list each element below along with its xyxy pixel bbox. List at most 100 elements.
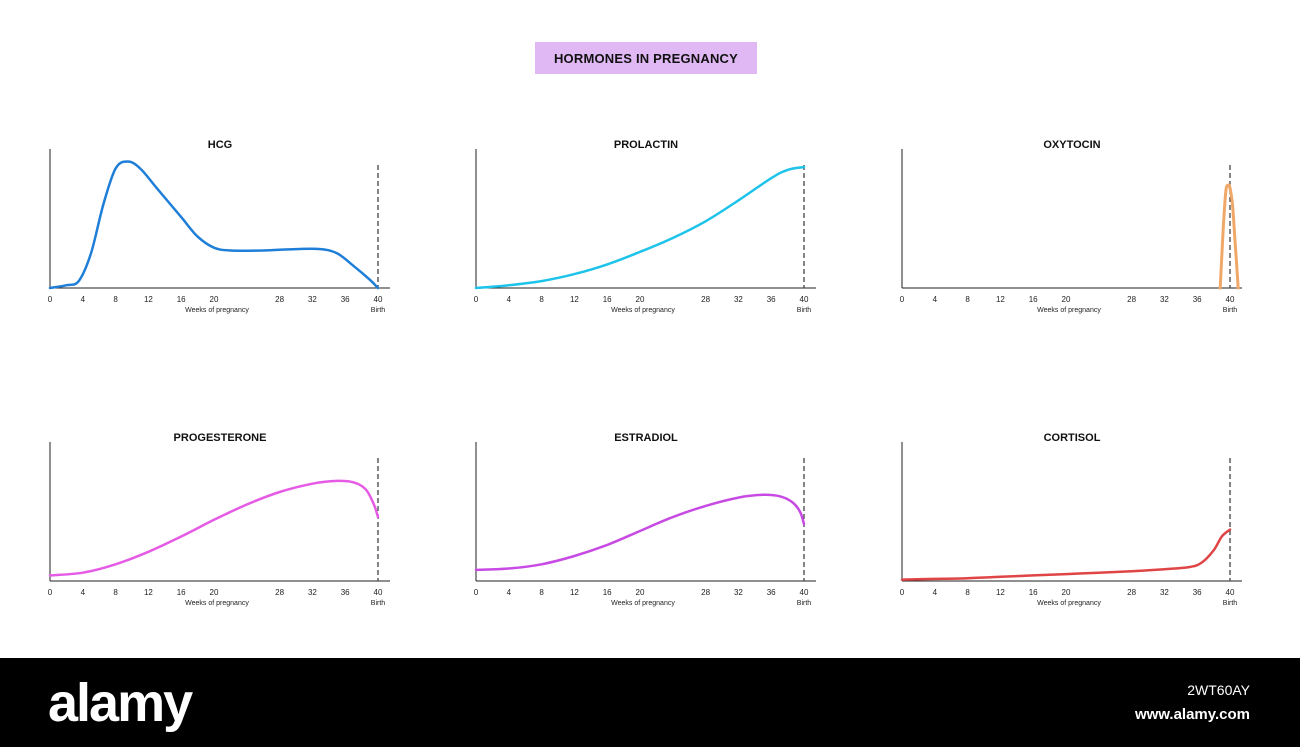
x-axis-label: Weeks of pregnancy <box>1037 307 1101 314</box>
x-tick-label: 4 <box>507 588 512 597</box>
birth-label: Birth <box>797 600 812 607</box>
x-tick-label: 12 <box>996 588 1005 597</box>
chart-panel-cortisol: CORTISOL 0 4 8 12 16 20 28 32 36 40 Weeks of pregna… <box>900 432 1282 622</box>
birth-label: Birth <box>797 307 812 314</box>
x-tick-label: 8 <box>965 588 970 597</box>
x-tick-label: 36 <box>767 588 776 597</box>
x-axis-label: Weeks of pregnancy <box>611 307 675 314</box>
birth-label: Birth <box>371 600 386 607</box>
x-tick-label: 36 <box>341 588 350 597</box>
x-tick-label: 36 <box>341 295 350 304</box>
x-tick-label: 40 <box>374 295 383 304</box>
x-tick-label: 8 <box>539 295 544 304</box>
chart-panel-estradiol: ESTRADIOL 0 4 8 12 16 20 28 32 36 40 Weeks of pregn… <box>474 432 856 622</box>
chart-panel-prolactin: PROLACTIN 0 4 8 12 16 20 28 32 36 40 Weeks of pregn… <box>474 139 856 329</box>
x-tick-label: 20 <box>1062 295 1071 304</box>
birth-label: Birth <box>1223 307 1238 314</box>
x-tick-label: 28 <box>275 295 284 304</box>
x-tick-label: 0 <box>900 295 905 304</box>
birth-label: Birth <box>371 307 386 314</box>
chart-svg: 0 4 8 12 16 20 28 32 36 40 Weeks of pregnancy Birth <box>900 149 1242 314</box>
x-tick-label: 20 <box>1062 588 1071 597</box>
x-tick-label: 12 <box>144 295 153 304</box>
page-title: HORMONES IN PREGNANCY <box>535 42 757 74</box>
x-tick-label: 16 <box>603 588 612 597</box>
chart-title: OXYTOCIN <box>1043 139 1101 151</box>
x-tick-label: 36 <box>767 295 776 304</box>
x-tick-label: 20 <box>636 295 645 304</box>
x-tick-label: 8 <box>113 588 118 597</box>
x-tick-label: 16 <box>177 588 186 597</box>
x-tick-label: 40 <box>374 588 383 597</box>
chart-panel-oxytocin: OXYTOCIN 0 4 8 12 16 20 28 32 36 40 Weeks of pregna… <box>900 139 1282 329</box>
series-line-oxytocin <box>1218 183 1240 290</box>
x-tick-label: 20 <box>636 588 645 597</box>
x-axis-label: Weeks of pregnancy <box>185 600 249 607</box>
footer-bar: alamy 2WT60AY www.alamy.com <box>0 658 1300 747</box>
x-tick-label: 16 <box>1029 295 1038 304</box>
x-tick-label: 4 <box>81 588 86 597</box>
x-tick-label: 12 <box>570 295 579 304</box>
x-tick-label: 32 <box>734 588 743 597</box>
x-tick-label: 20 <box>210 588 219 597</box>
series-line-estradiol <box>474 493 806 572</box>
x-tick-label: 0 <box>48 295 53 304</box>
x-tick-label: 28 <box>1127 588 1136 597</box>
series-line-prolactin <box>474 165 806 290</box>
x-tick-label: 16 <box>1029 588 1038 597</box>
x-tick-label: 8 <box>113 295 118 304</box>
x-tick-label: 12 <box>570 588 579 597</box>
x-tick-label: 4 <box>933 588 938 597</box>
x-tick-label: 32 <box>734 295 743 304</box>
chart-title: ESTRADIOL <box>614 432 678 444</box>
x-tick-label: 40 <box>800 295 809 304</box>
brand-logo[interactable]: alamy <box>48 673 193 733</box>
x-tick-label: 0 <box>474 295 479 304</box>
x-tick-label: 20 <box>210 295 219 304</box>
chart-panel-progesterone: PROGESTERONE 0 4 8 12 16 20 28 32 36 40 Weeks of pr… <box>48 432 430 622</box>
chart-title: CORTISOL <box>1043 432 1101 444</box>
chart-panel-hcg: HCG 0 4 8 12 16 20 28 32 36 40 Weeks of pregnancy Bi… <box>48 139 430 329</box>
x-tick-label: 40 <box>800 588 809 597</box>
x-axis-label: Weeks of pregnancy <box>611 600 675 607</box>
x-axis-label: Weeks of pregnancy <box>1037 600 1101 607</box>
x-tick-label: 4 <box>81 295 86 304</box>
chart-title: HCG <box>207 139 233 151</box>
x-tick-label: 28 <box>1127 295 1136 304</box>
x-tick-label: 8 <box>539 588 544 597</box>
chart-title: PROLACTIN <box>613 139 679 151</box>
x-tick-label: 12 <box>144 588 153 597</box>
x-tick-label: 4 <box>507 295 512 304</box>
birth-label: Birth <box>1223 600 1238 607</box>
x-tick-label: 32 <box>1160 295 1169 304</box>
image-id: 2WT60AY <box>1187 682 1250 698</box>
x-tick-label: 28 <box>701 295 710 304</box>
x-tick-label: 0 <box>48 588 53 597</box>
chart-svg: 0 4 8 12 16 20 28 32 36 40 Weeks of pregnancy Birth <box>474 442 816 607</box>
x-tick-label: 16 <box>177 295 186 304</box>
series-line-hcg <box>48 160 380 290</box>
x-tick-label: 40 <box>1226 295 1235 304</box>
site-url[interactable]: www.alamy.com <box>1134 706 1250 723</box>
x-tick-label: 0 <box>900 588 905 597</box>
x-tick-label: 28 <box>275 588 284 597</box>
x-tick-label: 32 <box>308 588 317 597</box>
chart-svg: 0 4 8 12 16 20 28 32 36 40 Weeks of pregnancy Birth <box>474 149 816 314</box>
x-tick-label: 16 <box>603 295 612 304</box>
x-tick-label: 0 <box>474 588 479 597</box>
chart-svg: 0 4 8 12 16 20 28 32 36 40 Weeks of pregnancy Birth <box>48 442 390 607</box>
series-line-progesterone <box>48 479 380 577</box>
x-tick-label: 28 <box>701 588 710 597</box>
x-tick-label: 32 <box>308 295 317 304</box>
x-tick-label: 4 <box>933 295 938 304</box>
chart-title: PROGESTERONE <box>173 432 267 444</box>
x-tick-label: 36 <box>1193 588 1202 597</box>
x-tick-label: 8 <box>965 295 970 304</box>
x-tick-label: 32 <box>1160 588 1169 597</box>
series-line-cortisol <box>900 528 1232 581</box>
chart-svg: 0 4 8 12 16 20 28 32 36 40 Weeks of pregnancy Birth <box>48 149 390 314</box>
x-axis-label: Weeks of pregnancy <box>185 307 249 314</box>
chart-svg: 0 4 8 12 16 20 28 32 36 40 Weeks of pregnancy Birth <box>900 442 1242 607</box>
x-tick-label: 40 <box>1226 588 1235 597</box>
x-tick-label: 12 <box>996 295 1005 304</box>
